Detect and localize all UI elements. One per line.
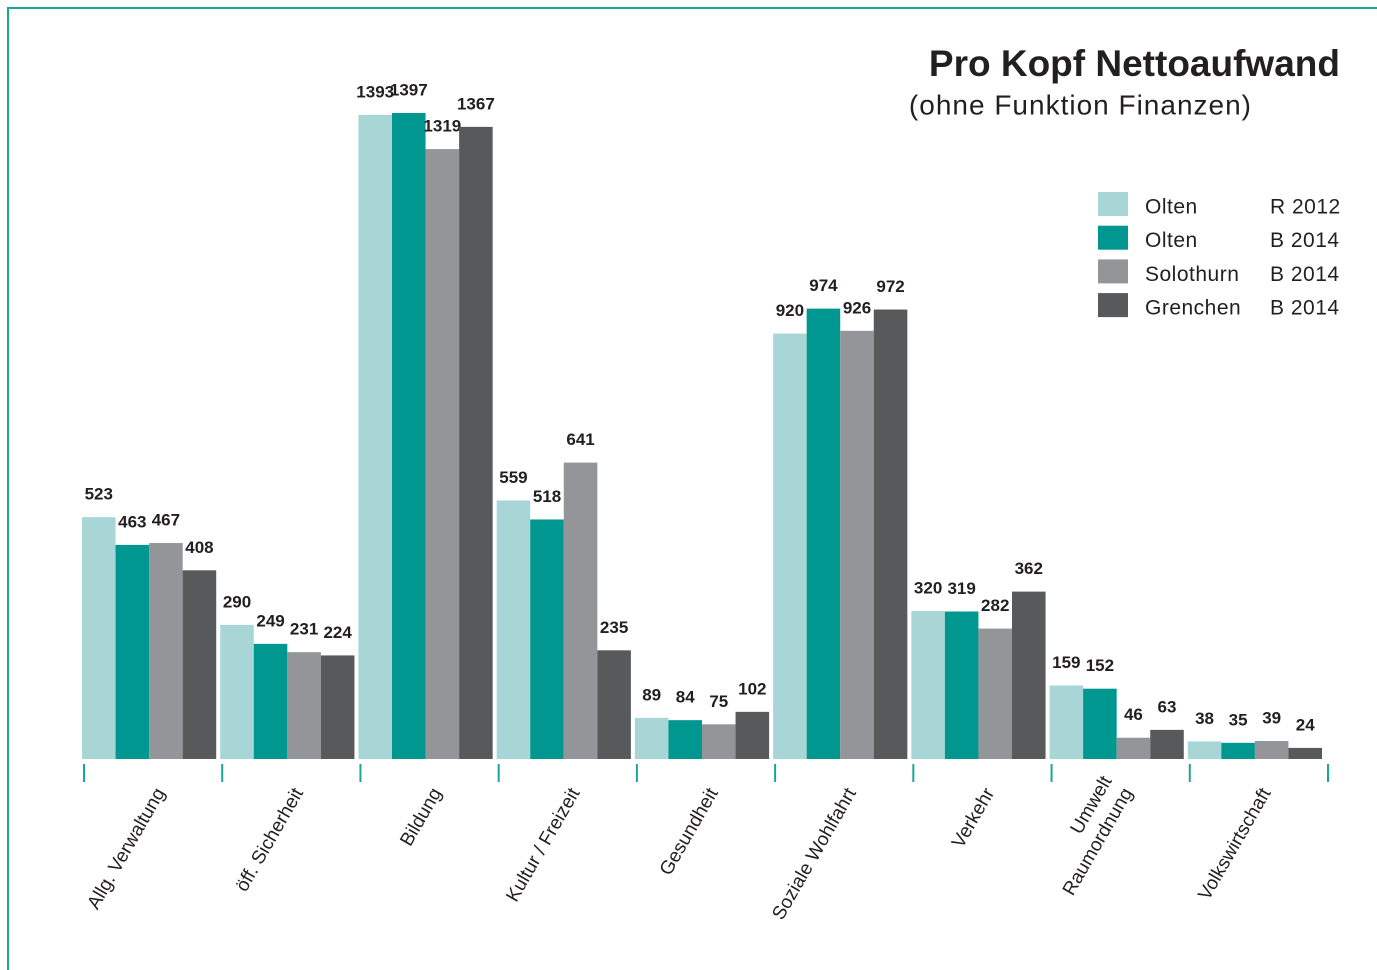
value-label: 63: [1158, 697, 1177, 716]
value-label: 1367: [457, 94, 495, 113]
value-label: 972: [876, 277, 904, 296]
value-label: 320: [914, 579, 942, 598]
value-label: 282: [981, 596, 1009, 615]
chart-title: Pro Kopf Nettoaufwand: [929, 43, 1340, 84]
value-label: 38: [1195, 709, 1214, 728]
bar: [220, 624, 254, 759]
bar: [978, 628, 1012, 759]
value-label: 84: [676, 688, 695, 707]
bar: [392, 113, 426, 759]
bar: [634, 717, 669, 759]
bar: [115, 544, 150, 759]
value-label: 974: [809, 276, 838, 295]
value-label: 24: [1296, 715, 1315, 734]
bar: [1049, 685, 1084, 759]
bar: [1116, 737, 1151, 759]
value-label: 46: [1124, 705, 1143, 724]
bar: [320, 655, 355, 759]
value-label: 35: [1229, 710, 1248, 729]
value-label: 1319: [423, 117, 461, 136]
value-label: 518: [533, 487, 561, 506]
bar: [358, 114, 392, 760]
value-label: 920: [776, 301, 804, 320]
bar: [597, 650, 631, 759]
bar: [735, 711, 770, 759]
value-label: 224: [323, 623, 352, 642]
x-tick-label: Bildung: [396, 785, 446, 850]
value-label: 362: [1015, 559, 1043, 578]
bar: [459, 126, 493, 760]
value-label: 152: [1086, 656, 1114, 675]
legend-swatch: [1098, 293, 1128, 318]
bar: [530, 519, 564, 759]
x-tick-label: öff. Sicherheit: [232, 784, 308, 895]
x-tick-label: UmweltRaumordnung: [1038, 772, 1138, 899]
value-label: 235: [600, 618, 628, 637]
value-label: 39: [1262, 708, 1281, 727]
bar: [1254, 740, 1289, 759]
bar: [1288, 747, 1322, 759]
value-label: 926: [843, 298, 871, 317]
x-tick-label: Volkswirtschaft: [1195, 784, 1276, 904]
legend-swatch: [1098, 192, 1128, 216]
bar: [944, 611, 979, 759]
bar: [840, 330, 874, 759]
chart-subtitle: (ohne Funktion Finanzen): [909, 89, 1252, 120]
value-label: 641: [566, 430, 594, 449]
bar: [1221, 742, 1255, 759]
legend-label: B 2014: [1270, 229, 1340, 252]
bar: [773, 333, 807, 759]
x-tick-label: Soziale Wohlfahrt: [768, 784, 861, 924]
value-label: 463: [118, 512, 146, 531]
bar: [149, 543, 183, 759]
bar: [911, 611, 945, 759]
value-label: 523: [85, 485, 113, 504]
bar: [702, 724, 736, 759]
bar: [496, 500, 531, 759]
bar: [182, 570, 217, 759]
legend-label: B 2014: [1270, 297, 1340, 320]
value-label: 559: [499, 468, 527, 487]
bar: [287, 652, 321, 759]
legend-label: Olten: [1145, 196, 1198, 219]
bar: [82, 517, 116, 759]
bar: [1150, 729, 1184, 759]
bar: [1083, 688, 1117, 759]
value-label: 159: [1052, 653, 1080, 672]
frame: [7, 7, 1377, 970]
legend-swatch: [1098, 259, 1128, 284]
value-label: 408: [185, 538, 213, 557]
value-label: 467: [152, 511, 180, 530]
x-tick-label: Verkehr: [948, 784, 999, 852]
bar: [668, 720, 702, 759]
legend-label: B 2014: [1270, 263, 1340, 286]
value-label: 249: [256, 611, 284, 630]
value-label: 290: [223, 592, 251, 611]
bar: [253, 643, 288, 759]
value-label: 75: [709, 692, 728, 711]
legend-label: Grenchen: [1145, 297, 1241, 320]
x-tick-label: Kultur / Freizeit: [502, 784, 584, 906]
x-tick-label: Allg. Verwaltung: [83, 785, 169, 913]
value-label: 319: [947, 579, 975, 598]
value-label: 102: [738, 679, 766, 698]
bar: [1187, 741, 1222, 759]
value-label: 231: [290, 620, 318, 639]
x-tick-label: Gesundheit: [656, 784, 723, 879]
bar: [563, 462, 598, 759]
bar: [1012, 591, 1046, 759]
value-label: 89: [642, 685, 661, 704]
bar: [806, 308, 841, 759]
bar: [425, 149, 460, 759]
bar: [873, 309, 908, 759]
legend-swatch: [1098, 225, 1128, 250]
legend-label: Olten: [1145, 229, 1198, 252]
legend-label: Solothurn: [1145, 263, 1239, 286]
legend-label: R 2012: [1270, 196, 1341, 219]
value-label: 1397: [390, 80, 428, 99]
value-label: 1393: [356, 82, 394, 101]
